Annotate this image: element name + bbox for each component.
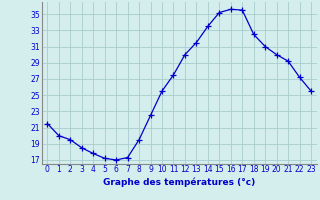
X-axis label: Graphe des températures (°c): Graphe des températures (°c) — [103, 177, 255, 187]
